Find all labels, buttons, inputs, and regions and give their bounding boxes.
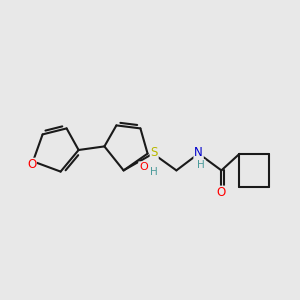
Text: O: O — [217, 186, 226, 200]
Text: H: H — [150, 167, 158, 177]
Text: O: O — [27, 158, 36, 172]
Text: H: H — [197, 160, 205, 170]
Text: S: S — [151, 146, 158, 159]
Text: O: O — [139, 162, 148, 172]
Text: N: N — [194, 146, 203, 159]
